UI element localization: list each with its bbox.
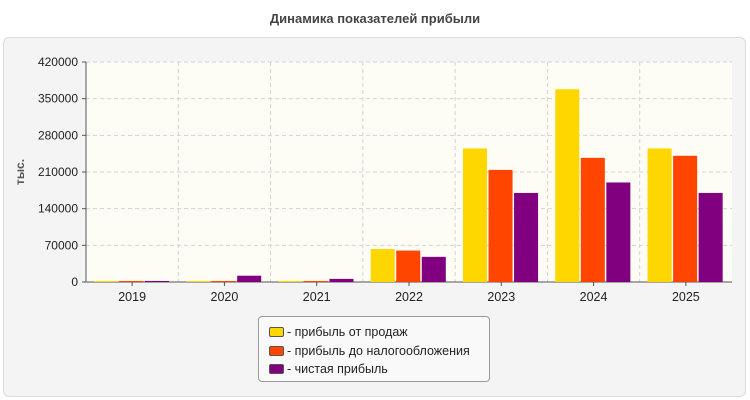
legend-item-pretax-profit: - прибыль до налогообложения	[269, 342, 489, 361]
x-tick-label: 2025	[672, 290, 700, 304]
y-tick-label: 140000	[38, 202, 78, 216]
legend-item-net-profit: - чистая прибыль	[269, 360, 489, 379]
chart-title: Динамика показателей прибыли	[269, 11, 481, 26]
legend-item-sales-profit: - прибыль от продаж	[269, 323, 489, 342]
legend-label-pretax-profit: - прибыль до налогообложения	[287, 343, 470, 358]
bar-2025-series-1	[647, 148, 672, 282]
bar-2024-series-2	[580, 157, 605, 282]
bar-2023-series-1	[462, 148, 488, 282]
bar-2024-series-1	[555, 89, 580, 282]
bar-2019-series-2	[119, 280, 144, 282]
x-tick-label: 2024	[580, 290, 608, 304]
bar-2025-series-2	[673, 155, 698, 282]
legend-swatch-pretax-profit	[269, 345, 284, 356]
chart-legend: - прибыль от продаж - прибыль до налогоо…	[258, 316, 490, 382]
bar-2020-series-1	[186, 280, 211, 282]
y-tick-label: 280000	[38, 128, 78, 142]
bar-2022-series-1	[370, 249, 395, 282]
x-tick-label: 2020	[211, 290, 239, 304]
bar-2025-series-3	[698, 192, 723, 282]
legend-swatch-sales-profit	[269, 327, 284, 338]
bar-2021-series-1	[278, 280, 303, 282]
x-tick-label: 2021	[303, 290, 331, 304]
x-tick-label: 2019	[118, 290, 146, 304]
bar-2023-series-2	[488, 169, 513, 282]
bar-2019-series-1	[93, 280, 118, 282]
y-tick-label: 420000	[38, 55, 78, 69]
x-tick-label: 2023	[487, 290, 515, 304]
x-tick-label: 2022	[395, 290, 423, 304]
bar-2024-series-3	[606, 182, 631, 282]
legend-label-net-profit: - чистая прибыль	[287, 362, 388, 377]
bar-2020-series-2	[211, 280, 236, 282]
bar-2022-series-3	[421, 256, 446, 282]
bar-2019-series-3	[144, 280, 169, 282]
bar-2023-series-3	[514, 192, 539, 282]
y-tick-label: 210000	[38, 165, 78, 179]
y-tick-label: 0	[71, 275, 78, 289]
legend-label-sales-profit: - прибыль от продаж	[287, 325, 408, 340]
bar-2020-series-3	[237, 275, 262, 282]
legend-swatch-net-profit	[269, 364, 284, 375]
bar-2021-series-2	[303, 280, 328, 282]
bar-2022-series-2	[396, 250, 421, 282]
bar-2021-series-3	[329, 278, 354, 282]
y-axis-label: тыс.	[13, 159, 27, 185]
y-tick-label: 70000	[45, 238, 79, 252]
y-tick-label: 350000	[38, 92, 78, 106]
